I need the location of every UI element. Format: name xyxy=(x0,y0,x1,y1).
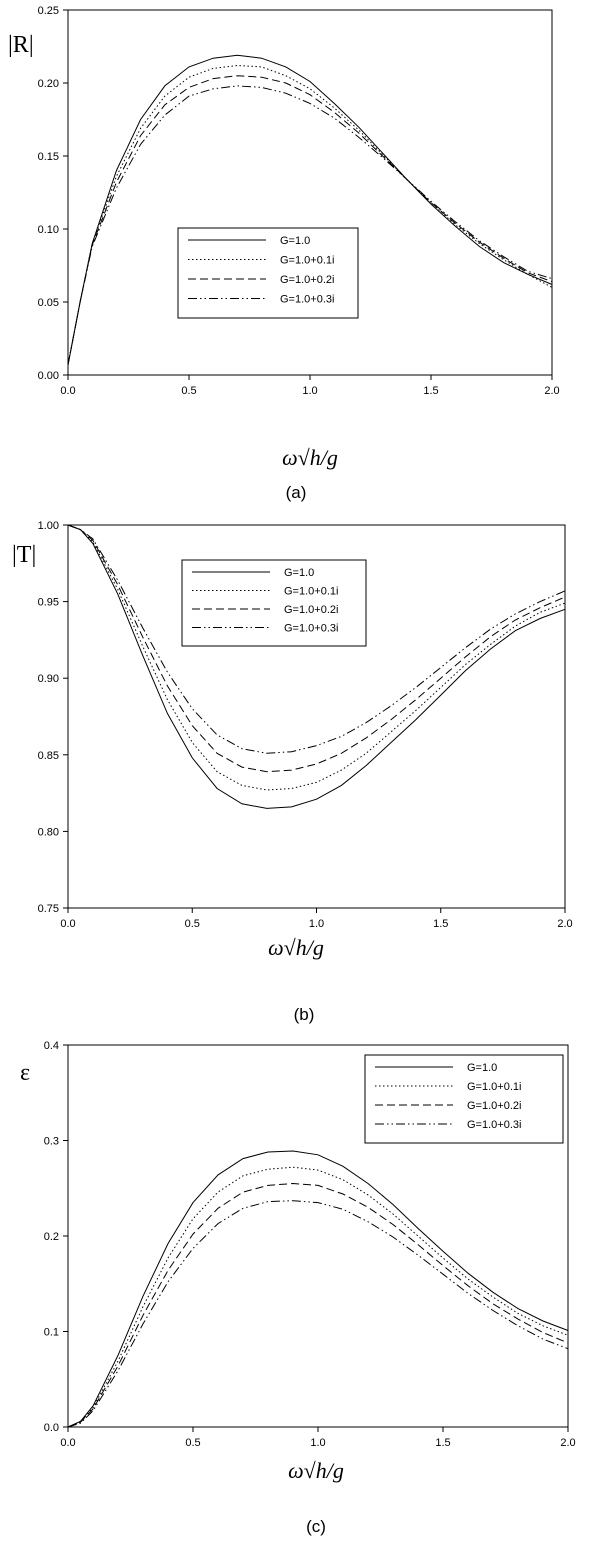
x-tick-label: 1.0 xyxy=(309,918,324,930)
legend-label: G=1.0 xyxy=(467,1062,497,1074)
x-tick-label: 0.0 xyxy=(60,1437,75,1449)
series-line xyxy=(67,1150,569,1428)
series-line xyxy=(67,524,566,809)
series-line xyxy=(67,524,566,773)
y-tick-label: 0.1 xyxy=(44,1327,59,1339)
x-tick-label: 1.0 xyxy=(310,1437,325,1449)
legend-label: G=1.0+0.3i xyxy=(280,294,334,306)
legend-label: G=1.0+0.2i xyxy=(280,274,334,286)
x-tick-label: 2.0 xyxy=(544,385,559,397)
legend-label: G=1.0+0.3i xyxy=(284,623,338,635)
axis-ticks: 0.0 0.5 1.0 1.5 2.0 0.0 0.1 0.2 0.3 0.4 xyxy=(44,1040,576,1449)
series-line xyxy=(67,75,553,365)
y-tick-label: 0.90 xyxy=(38,673,59,685)
figure-caption: (a) xyxy=(286,483,307,502)
x-tick-label: 0.5 xyxy=(185,918,200,930)
y-tick-label: 0.95 xyxy=(38,597,59,609)
legend-label: G=1.0 xyxy=(284,567,314,579)
x-axis-label: ω√h/g xyxy=(268,935,324,960)
legend-box xyxy=(364,1054,564,1144)
legend-label: G=1.0 xyxy=(280,235,310,247)
y-tick-label: 0.3 xyxy=(44,1136,59,1148)
axis-ticks: 0.0 0.5 1.0 1.5 2.0 0.00 0.05 0.10 0.15 0.20 0.25 xyxy=(38,5,560,397)
y-tick-label: 0.4 xyxy=(44,1040,59,1052)
x-tick-label: 2.0 xyxy=(557,918,572,930)
x-tick-label: 0.5 xyxy=(185,1437,200,1449)
series-line xyxy=(67,54,553,365)
legend-label: G=1.0+0.1i xyxy=(280,255,334,267)
x-tick-label: 2.0 xyxy=(560,1437,575,1449)
legend-label: G=1.0+0.1i xyxy=(467,1081,521,1093)
y-tick-label: 1.00 xyxy=(38,520,59,532)
series-line xyxy=(67,1182,569,1428)
y-tick-label: 0.75 xyxy=(38,903,59,915)
plot-frame xyxy=(67,9,553,376)
series-line xyxy=(67,85,553,365)
x-axis-label: ω√h/g xyxy=(288,1458,344,1483)
y-tick-label: 0.25 xyxy=(38,5,59,17)
series-line xyxy=(67,1200,569,1428)
x-tick-label: 1.5 xyxy=(423,385,438,397)
y-tick-label: 0.15 xyxy=(38,151,59,163)
x-tick-label: 1.0 xyxy=(302,385,317,397)
series-lines xyxy=(67,54,553,365)
axis-ticks: 0.0 0.5 1.0 1.5 2.0 0.75 0.80 0.85 0.90 0.95 1.00 xyxy=(38,520,573,930)
chart-panel-a: 0.0 0.5 1.0 1.5 2.00.000.050.100.150.200.25 … xyxy=(8,5,560,502)
x-tick-label: 1.5 xyxy=(433,918,448,930)
legend-box xyxy=(181,559,367,647)
series-line xyxy=(67,524,566,754)
legend: G=1.0 G=1.0+0.1i G=1.0+0.2i G=1.0+0.3i xyxy=(181,559,367,647)
legend-label: G=1.0+0.1i xyxy=(284,586,338,598)
x-tick-label: 0.0 xyxy=(60,918,75,930)
figure-caption: (b) xyxy=(294,1005,315,1024)
series-lines xyxy=(67,524,566,809)
x-tick-label: 0.5 xyxy=(181,385,196,397)
y-tick-label: 0.0 xyxy=(44,1422,59,1434)
x-axis-label: ω√h/g xyxy=(282,445,338,470)
y-tick-label: 0.85 xyxy=(38,750,59,762)
series-line xyxy=(67,64,553,365)
series-lines xyxy=(67,1150,569,1428)
legend-label: G=1.0+0.2i xyxy=(284,604,338,616)
legend-box xyxy=(177,227,359,319)
y-tick-label: 0.10 xyxy=(38,224,59,236)
y-tick-label: 0.05 xyxy=(38,297,59,309)
series-line xyxy=(67,1166,569,1428)
legend-label: G=1.0+0.3i xyxy=(467,1119,521,1131)
y-axis-label: ε xyxy=(20,1060,30,1086)
y-axis-label: |T| xyxy=(12,542,36,568)
series-line xyxy=(67,524,566,791)
legend: G=1.0 G=1.0+0.1i G=1.0+0.2i G=1.0+0.3i xyxy=(177,227,359,319)
y-tick-label: 0.80 xyxy=(38,826,59,838)
y-tick-label: 0.20 xyxy=(38,78,59,90)
figure-caption: (c) xyxy=(306,1517,326,1536)
chart-panel-b: 0.0 0.5 1.0 1.5 2.00.750.800.850.900.951.00 … xyxy=(12,520,573,1024)
chart-panel-c: 0.0 0.5 1.0 1.5 2.0 0.0 0.1 0.2 0.3 0.4 ε ω√h/g (… xyxy=(20,1040,576,1536)
legend-label: G=1.0+0.2i xyxy=(467,1100,521,1112)
x-tick-label: 0.0 xyxy=(60,385,75,397)
x-tick-label: 1.5 xyxy=(435,1437,450,1449)
y-axis-label: |R| xyxy=(8,32,34,58)
legend: G=1.0 G=1.0+0.1i G=1.0+0.2i G=1.0+0.3i xyxy=(364,1054,564,1144)
y-tick-label: 0.00 xyxy=(38,370,59,382)
y-tick-label: 0.2 xyxy=(44,1231,59,1243)
